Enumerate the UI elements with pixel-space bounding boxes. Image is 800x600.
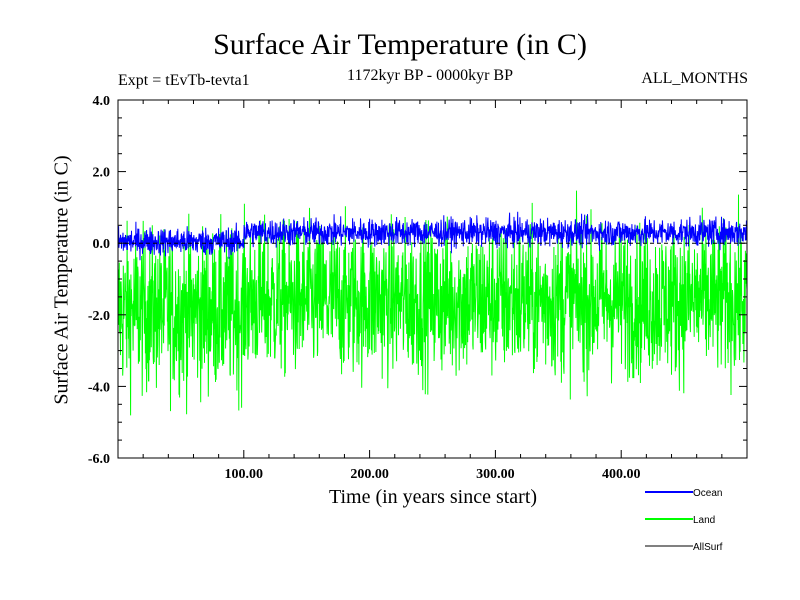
x-tick-label: 200.00 (350, 467, 389, 482)
legend-label-land: Land (693, 515, 715, 526)
series-group-land (118, 190, 747, 416)
x-tick-label: 100.00 (225, 467, 264, 482)
legend-label-ocean: Ocean (693, 488, 722, 499)
series-group-ocean (118, 211, 747, 261)
y-tick-label: 4.0 (93, 94, 111, 109)
y-tick-label: -6.0 (88, 452, 110, 467)
y-tick-label: 2.0 (93, 166, 111, 181)
chart-title: Surface Air Temperature (in C) (213, 28, 587, 61)
x-tick-label: 400.00 (602, 467, 641, 482)
time-range-label: 1172kyr BP - 0000kyr BP (347, 67, 513, 84)
months-label: ALL_MONTHS (641, 70, 748, 87)
x-axis-label: Time (in years since start) (328, 486, 538, 508)
experiment-label: Expt = tEvTb-tevta1 (118, 72, 250, 89)
series-line-land (118, 190, 747, 416)
series-line-ocean (118, 211, 747, 261)
x-tick-label: 300.00 (476, 467, 515, 482)
legend-label-allsurf: AllSurf (693, 542, 723, 553)
y-tick-label: -2.0 (88, 309, 110, 324)
y-tick-label: -4.0 (88, 380, 110, 395)
y-tick-label: 0.0 (93, 237, 111, 252)
